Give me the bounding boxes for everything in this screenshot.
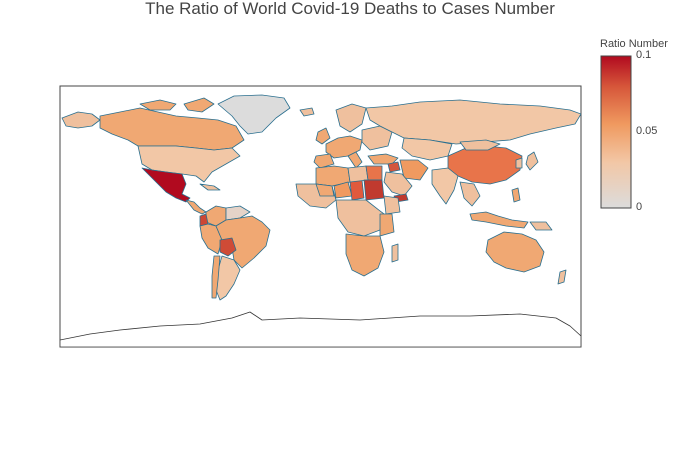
region-caribbean[interactable] bbox=[199, 183, 221, 191]
region-iberia[interactable] bbox=[313, 153, 335, 169]
region-russia[interactable] bbox=[365, 99, 581, 145]
region-east-africa[interactable] bbox=[379, 213, 395, 237]
region-uk[interactable] bbox=[315, 127, 331, 145]
region-venezuela[interactable] bbox=[225, 205, 251, 221]
region-greenland[interactable] bbox=[217, 94, 291, 135]
region-arctic-islands[interactable] bbox=[139, 97, 215, 113]
region-chile[interactable] bbox=[211, 255, 221, 299]
region-indonesia[interactable] bbox=[469, 211, 529, 229]
colorbar-tick-mid: 0.05 bbox=[636, 125, 658, 137]
region-india[interactable] bbox=[431, 167, 459, 205]
region-sudan[interactable] bbox=[363, 179, 385, 201]
region-chad[interactable] bbox=[349, 179, 365, 201]
region-iceland[interactable] bbox=[299, 107, 315, 117]
region-kazakhstan[interactable] bbox=[401, 137, 453, 161]
region-mali[interactable] bbox=[315, 183, 335, 197]
region-syria[interactable] bbox=[387, 161, 401, 173]
region-italy[interactable] bbox=[347, 151, 363, 169]
region-japan[interactable] bbox=[525, 151, 539, 171]
region-scandinavia[interactable] bbox=[335, 103, 367, 133]
region-madagascar[interactable] bbox=[391, 243, 399, 263]
colorbar-tick-max: 0.1 bbox=[636, 49, 652, 61]
region-papua[interactable] bbox=[529, 221, 553, 231]
region-antarctica[interactable] bbox=[60, 311, 581, 347]
region-se-asia[interactable] bbox=[459, 181, 481, 207]
region-philippines[interactable] bbox=[511, 187, 521, 203]
region-australia[interactable] bbox=[485, 231, 545, 273]
region-mexico[interactable] bbox=[141, 167, 191, 203]
region-turkey[interactable] bbox=[367, 153, 399, 165]
region-alaska[interactable] bbox=[61, 111, 101, 129]
region-new-zealand[interactable] bbox=[557, 269, 567, 285]
region-southern-africa[interactable] bbox=[345, 233, 385, 277]
region-ethiopia[interactable] bbox=[383, 195, 401, 215]
chart-title: The Ratio of World Covid-19 Deaths to Ca… bbox=[145, 0, 555, 18]
colorbar-tick-min: 0 bbox=[636, 201, 643, 213]
region-mongolia[interactable] bbox=[459, 139, 501, 151]
region-korea[interactable] bbox=[515, 157, 523, 169]
region-egypt[interactable] bbox=[365, 165, 383, 181]
colorbar bbox=[600, 55, 632, 209]
colorbar-title: Ratio Number bbox=[600, 38, 668, 50]
region-bolivia[interactable] bbox=[219, 237, 237, 257]
